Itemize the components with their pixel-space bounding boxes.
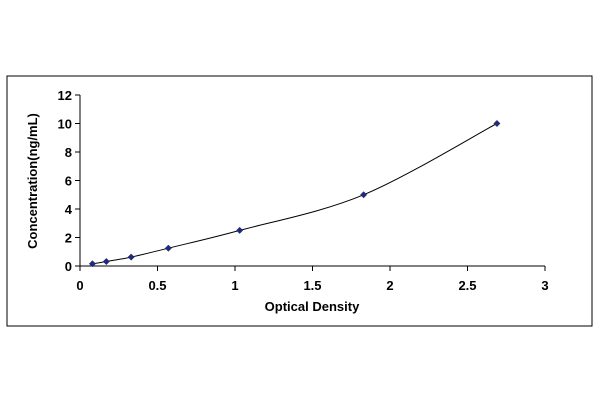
y-tick-label: 0 [65, 259, 72, 274]
y-tick-label: 8 [65, 145, 72, 160]
data-point-marker [236, 226, 244, 234]
x-tick-label: 1.5 [303, 278, 321, 293]
x-axis-title: Optical Density [265, 299, 360, 314]
y-tick-label: 12 [58, 88, 72, 103]
x-axis-ticks: 0 0.5 1 1.5 2 2.5 3 [76, 266, 549, 293]
data-markers [88, 119, 501, 268]
data-point-marker [102, 257, 110, 266]
data-point-marker [164, 244, 172, 252]
x-tick-label: 2 [386, 278, 393, 293]
x-tick-label: 3 [541, 278, 548, 293]
outer-chart-border [6, 75, 593, 327]
data-point-marker [493, 119, 501, 128]
x-tick-label: 0.5 [148, 278, 166, 293]
y-axis-title: Concentration(ng/mL) [25, 113, 40, 249]
data-point-marker [88, 260, 96, 268]
x-tick-label: 1 [231, 278, 238, 293]
x-tick-label: 0 [76, 278, 83, 293]
data-point-marker [360, 191, 368, 199]
plot-area: 0 2 4 6 8 10 12 0 0.5 1 1.5 2 2.5 3 [58, 88, 549, 293]
x-tick-label: 2.5 [458, 278, 476, 293]
y-tick-label: 4 [65, 202, 73, 217]
y-tick-label: 2 [65, 231, 72, 246]
y-tick-label: 6 [65, 174, 72, 189]
data-point-marker [127, 253, 135, 261]
y-tick-label: 10 [58, 117, 72, 132]
y-axis-ticks: 0 2 4 6 8 10 12 [58, 88, 80, 274]
